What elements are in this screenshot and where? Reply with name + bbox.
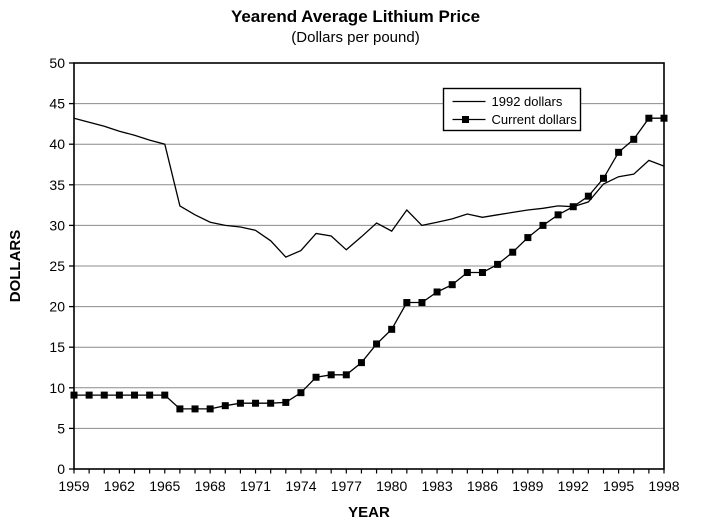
data-point-marker — [206, 405, 214, 413]
data-point-marker — [584, 192, 592, 200]
data-point-marker — [630, 135, 638, 143]
data-point-marker — [524, 234, 532, 242]
y-axis-title: DOLLARS — [7, 230, 24, 303]
data-point-marker — [615, 148, 623, 156]
data-point-marker — [645, 114, 653, 122]
x-tick-label: 1980 — [376, 478, 407, 494]
y-tick-label: 35 — [49, 177, 65, 193]
x-tick-label: 1992 — [558, 478, 589, 494]
data-point-marker — [312, 373, 320, 381]
data-point-marker — [191, 405, 199, 413]
x-axis-title: YEAR — [348, 504, 390, 521]
data-point-marker — [252, 399, 260, 407]
data-point-marker — [599, 174, 607, 182]
data-point-marker — [342, 371, 350, 379]
data-point-marker — [297, 389, 305, 397]
data-point-marker — [161, 391, 169, 399]
data-point-marker — [176, 405, 184, 413]
x-tick-label: 1959 — [58, 478, 89, 494]
legend-sample-marker — [462, 116, 469, 123]
data-point-marker — [660, 114, 668, 122]
chart-subtitle: (Dollars per pound) — [291, 29, 420, 46]
data-point-marker — [433, 288, 441, 296]
data-point-marker — [569, 203, 577, 211]
data-point-marker — [448, 281, 456, 289]
data-point-marker — [70, 391, 78, 399]
y-tick-label: 0 — [57, 461, 65, 477]
y-tick-label: 20 — [49, 299, 65, 315]
data-point-marker — [478, 268, 486, 276]
x-tick-label: 1986 — [467, 478, 498, 494]
data-point-marker — [146, 391, 154, 399]
data-point-marker — [463, 268, 471, 276]
y-tick-label: 30 — [49, 217, 65, 233]
series-line-1992-dollars — [73, 117, 665, 258]
x-tick-label: 1962 — [104, 478, 135, 494]
data-point-marker — [509, 248, 517, 256]
data-point-marker — [418, 299, 426, 307]
legend-box — [442, 87, 582, 132]
data-point-marker — [388, 325, 396, 333]
x-tick-label: 1983 — [421, 478, 452, 494]
y-tick-label: 45 — [49, 96, 65, 112]
x-tick-label: 1989 — [512, 478, 543, 494]
data-point-marker — [221, 402, 229, 410]
x-tick-label: 1965 — [149, 478, 180, 494]
y-tick-label: 5 — [57, 420, 65, 436]
data-point-marker — [115, 391, 123, 399]
data-point-marker — [357, 359, 365, 367]
series-line-current-dollars — [74, 117, 664, 410]
data-point-marker — [554, 211, 562, 219]
data-point-marker — [403, 299, 411, 307]
data-point-marker — [327, 371, 335, 379]
y-tick-label: 50 — [49, 55, 65, 71]
data-point-marker — [494, 260, 502, 268]
data-point-marker — [100, 391, 108, 399]
data-point-marker — [267, 399, 275, 407]
data-point-marker — [373, 340, 381, 348]
legend-label: Current dollars — [492, 112, 578, 127]
legend-label: 1992 dollars — [492, 94, 563, 109]
data-point-marker — [236, 399, 244, 407]
data-point-marker — [539, 221, 547, 229]
x-tick-label: 1968 — [195, 478, 226, 494]
data-point-marker — [131, 391, 139, 399]
y-tick-label: 25 — [49, 258, 65, 274]
x-tick-label: 1971 — [240, 478, 271, 494]
y-tick-label: 40 — [49, 136, 65, 152]
x-tick-label: 1998 — [648, 478, 679, 494]
y-tick-label: 10 — [49, 380, 65, 396]
chart-title: Yearend Average Lithium Price — [230, 7, 481, 26]
x-tick-label: 1974 — [285, 478, 316, 494]
x-tick-label: 1977 — [331, 478, 362, 494]
data-point-marker — [282, 398, 290, 406]
y-tick-label: 15 — [49, 339, 65, 355]
x-tick-label: 1995 — [603, 478, 634, 494]
data-point-marker — [85, 391, 93, 399]
